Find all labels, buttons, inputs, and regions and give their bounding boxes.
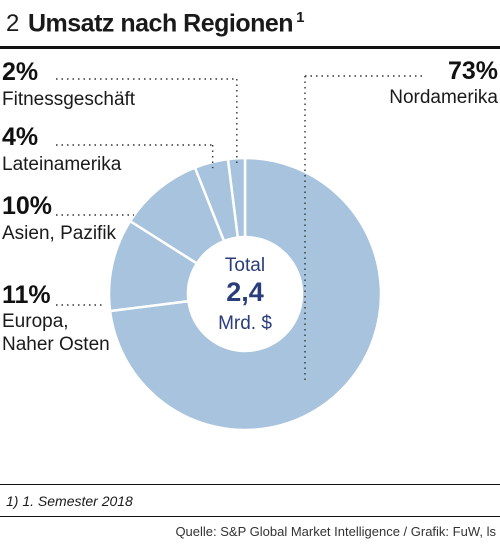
value-label-lateinamerika: 4% [2, 123, 38, 151]
donut-slices [107, 156, 383, 432]
value-label-asien-pazifik: 10% [2, 192, 52, 220]
chart-number: 2 [6, 10, 20, 37]
leader-lines [56, 75, 422, 382]
source-divider [0, 516, 500, 517]
chart-header: 2 Umsatz nach Regionen 1 [0, 0, 500, 49]
chart-title-text: Umsatz nach Regionen [28, 9, 294, 38]
slice-fitnessgeschäft [226, 156, 247, 239]
category-label-europa-naher-osten: Europa, [2, 311, 69, 332]
value-label-nordamerika: 73% [448, 57, 498, 85]
center-label: Total 2,4 Mrd. $ [218, 255, 272, 334]
title-footnote-marker: 1 [296, 9, 304, 26]
center-label-unit: Mrd. $ [218, 313, 272, 334]
footnote-divider [0, 484, 500, 485]
category-label-fitnessgeschäft: Fitnessgeschäft [2, 89, 136, 110]
value-label-fitnessgeschäft: 2% [2, 58, 38, 86]
category-label-asien-pazifik: Asien, Pazifik [2, 223, 117, 244]
category-label-europa-naher-osten-line2: Naher Osten [2, 334, 110, 355]
center-label-value: 2,4 [226, 277, 264, 307]
category-label-lateinamerika: Lateinamerika [2, 154, 122, 175]
value-label-europa-naher-osten: 11% [2, 281, 51, 309]
source-credit: Quelle: S&P Global Market Intelligence /… [175, 524, 496, 539]
footnote: 1) 1. Semester 2018 [6, 493, 133, 509]
slice-nordamerika [108, 156, 383, 432]
chart-title: Umsatz nach Regionen 1 [28, 9, 304, 38]
category-label-nordamerika: Nordamerika [389, 87, 498, 108]
donut-chart: 73%Nordamerika 11%Europa,Naher Osten 10% As… [2, 57, 498, 432]
slice-labels: 73%Nordamerika 11%Europa,Naher Osten 10% As… [2, 57, 498, 355]
center-label-total: Total [225, 255, 265, 276]
